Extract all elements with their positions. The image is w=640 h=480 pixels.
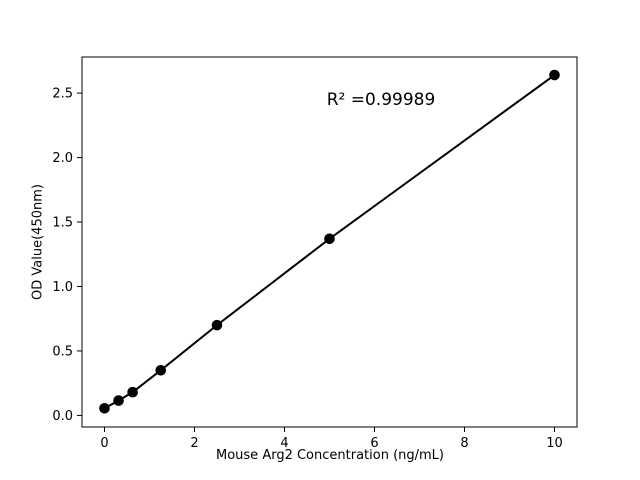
y-tick-label: 1.5 (52, 216, 73, 231)
data-point (324, 233, 335, 245)
data-point (549, 69, 560, 81)
plot-frame (81, 56, 578, 428)
x-tick-label: 4 (280, 436, 288, 451)
data-point (155, 364, 167, 376)
y-axis-label: OD Value(450nm) (30, 184, 46, 300)
x-tick-label: 6 (370, 436, 378, 451)
x-tick-label: 0 (100, 436, 108, 451)
x-tick-label: 8 (460, 436, 468, 451)
x-tick-label: 10 (546, 436, 563, 451)
x-axis-label: Mouse Arg2 Concentration (ng/mL) (216, 448, 444, 463)
data-point (211, 319, 223, 331)
y-tick-label: 2.0 (52, 151, 73, 166)
y-tick-label: 1.0 (52, 280, 73, 295)
x-tick-label: 2 (190, 436, 198, 451)
y-tick-label: 0.0 (52, 409, 73, 424)
data-point (113, 395, 124, 406)
data-point (127, 386, 138, 398)
data-point (99, 403, 110, 414)
r-squared-annotation: R² =0.99989 (326, 90, 436, 110)
y-tick-label: 0.5 (52, 344, 73, 359)
y-tick-label: 2.5 (52, 87, 73, 102)
